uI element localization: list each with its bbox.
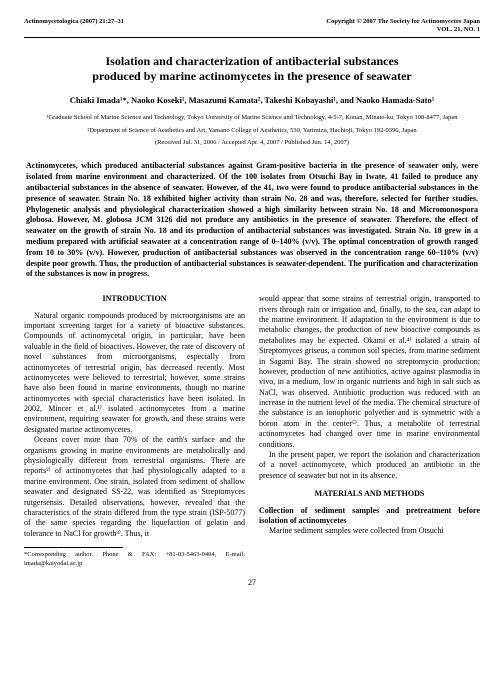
copyright-block: Copyright © 2007 The Society for Actinom… <box>326 18 480 35</box>
title-line-1: Isolation and characterization of antiba… <box>106 54 399 68</box>
col2-paragraph-1: would appear that some strains of terres… <box>259 294 480 450</box>
materials-methods-heading: MATERIALS AND METHODS <box>259 489 480 499</box>
abstract: Actinomycetes, which produced antibacter… <box>24 161 480 280</box>
author-list: Chiaki Imada¹*, Naoko Koseki¹, Masazumi … <box>24 95 480 106</box>
corresponding-author-footnote: *Corresponding author. Phone & FAX: +81-… <box>24 551 245 568</box>
copyright-line: Copyright © 2007 The Society for Actinom… <box>326 18 480 26</box>
left-column: INTRODUCTION Natural organic compounds p… <box>24 294 245 568</box>
col2-paragraph-2: In the present paper, we report the isol… <box>259 450 480 481</box>
volume-issue: VOL. 21, NO. 1 <box>326 26 480 34</box>
article-title: Isolation and characterization of antiba… <box>24 54 480 85</box>
affiliation-1: ¹Graduate School of Marine Science and T… <box>24 114 480 122</box>
introduction-heading: INTRODUCTION <box>24 294 245 304</box>
page-number: 27 <box>24 578 480 588</box>
mm-paragraph-1: Marine sediment samples were collected f… <box>259 526 480 536</box>
right-column: would appear that some strains of terres… <box>259 294 480 568</box>
intro-paragraph-1: Natural organic compounds produced by mi… <box>24 311 245 436</box>
mm-subheading: Collection of sediment samples and pretr… <box>259 506 480 527</box>
header-rule <box>24 37 480 38</box>
footnote-rule <box>24 547 123 548</box>
journal-citation: Actinomycetologica (2007) 21:27–31 <box>24 18 124 35</box>
body-columns: INTRODUCTION Natural organic compounds p… <box>24 294 480 568</box>
title-line-2: produced by marine actinomycetes in the … <box>92 69 412 83</box>
running-header: Actinomycetologica (2007) 21:27–31 Copyr… <box>24 18 480 35</box>
article-dates: (Received Jul. 31, 2006 / Accepted Apr. … <box>24 139 480 147</box>
affiliation-2: ²Department of Science of Aesthetics and… <box>24 127 480 135</box>
intro-paragraph-2: Oceans cover more than 70% of the earth'… <box>24 435 245 539</box>
